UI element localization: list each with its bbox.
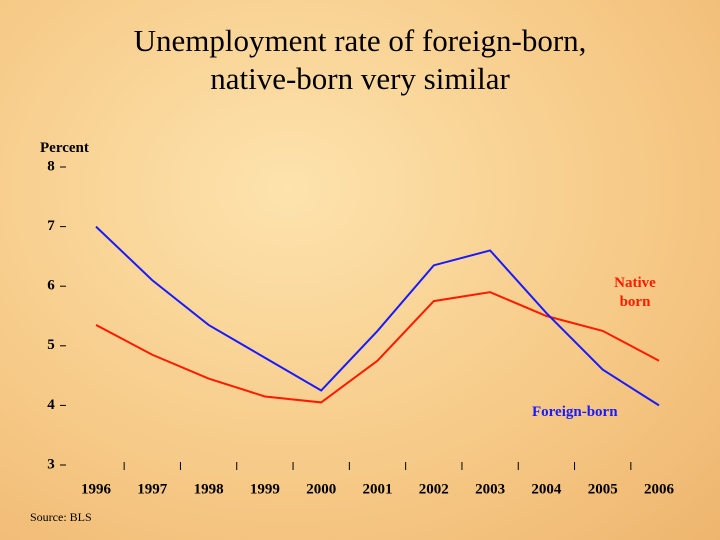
series-line <box>95 291 660 404</box>
x-tick-label: 2000 <box>306 481 336 497</box>
y-tick-label: 3 <box>47 456 55 472</box>
y-tick-label: 4 <box>47 397 55 413</box>
chart-title: Unemployment rate of foreign-born, nativ… <box>133 23 587 96</box>
x-tick-label: 2002 <box>419 481 449 497</box>
y-axis-label: Percent <box>40 140 89 156</box>
series-label: Native born <box>614 275 656 310</box>
x-tick-label: 1996 <box>81 481 112 497</box>
y-tick-label: 8 <box>47 158 55 174</box>
x-tick-label: 1997 <box>137 481 168 497</box>
y-tick-label: 6 <box>47 278 55 294</box>
x-tick-label: 2003 <box>475 481 505 497</box>
x-tick-label: 1998 <box>194 481 224 497</box>
y-tick-label: 7 <box>47 218 55 234</box>
series-label: Foreign-born <box>532 404 618 420</box>
x-tick-label: 2001 <box>363 481 393 497</box>
series-line <box>95 225 660 407</box>
source: Source: BLS <box>30 510 92 524</box>
x-tick-label: 2004 <box>531 481 562 497</box>
x-tick-label: 1999 <box>250 481 280 497</box>
x-tick-label: 2005 <box>588 481 618 497</box>
y-tick-label: 5 <box>47 337 55 353</box>
x-tick-label: 2006 <box>644 481 675 497</box>
